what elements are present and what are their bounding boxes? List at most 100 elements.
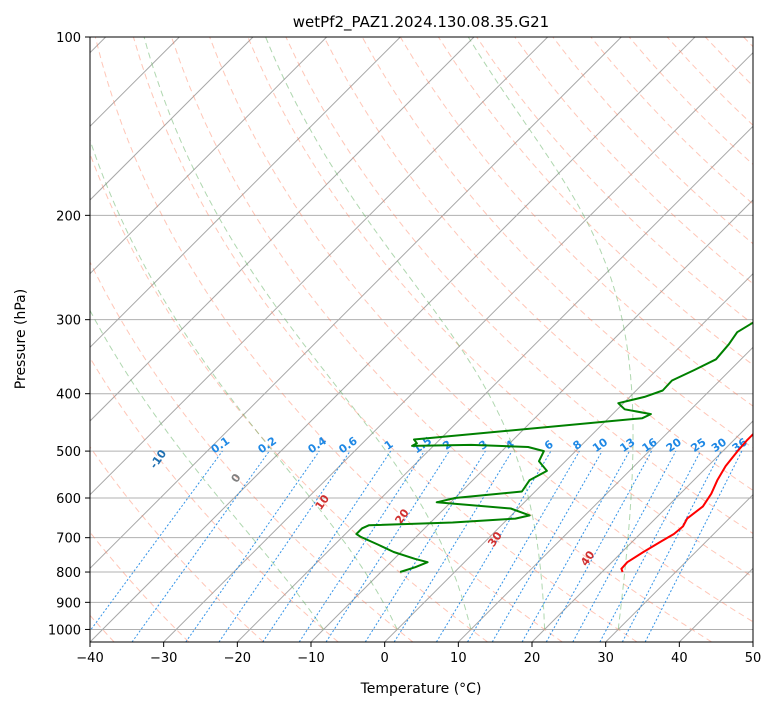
isotherm-line (752, 641, 753, 642)
mixing-ratio-label: 10 (590, 435, 610, 455)
dry-adiabat-label: 40 (578, 548, 598, 568)
moist-adiabat-line (90, 309, 324, 630)
isotherm-line (384, 272, 753, 642)
moist-adiabat-line (265, 37, 546, 630)
mixing-ratio-line (90, 450, 223, 632)
y-tick-label: 200 (56, 209, 81, 224)
y-tick-label: 300 (56, 314, 81, 329)
mixing-ratio-label: 36 (730, 435, 750, 455)
y-tick-label: 100 (56, 31, 81, 46)
dry-adiabat-line (743, 37, 753, 48)
mixing-ratio-line (572, 450, 677, 642)
mixing-ratio-line (521, 450, 630, 642)
mixing-ratio-line (467, 450, 580, 642)
dry-adiabat-line (209, 37, 753, 623)
mixing-ratio-label: 1 (382, 438, 396, 453)
dry-adiabat-line (90, 446, 264, 642)
isotherm-line (90, 37, 254, 201)
x-tick-label: 30 (597, 651, 614, 666)
isotherm-line (90, 37, 475, 422)
mixing-ratio-label: 25 (689, 436, 709, 455)
isotherm-line (90, 37, 696, 642)
isotherm-line (310, 199, 753, 642)
x-tick-label: −30 (150, 651, 177, 666)
y-tick-label: 900 (56, 596, 81, 611)
isotherm-line (163, 51, 753, 642)
series-line-0 (620, 432, 753, 573)
dry-adiabat-label: 10 (313, 492, 333, 512)
dry-adiabat-line (90, 260, 414, 642)
y-tick-label: 1000 (48, 623, 81, 638)
dry-adiabat-line (590, 37, 753, 205)
series-layer (355, 321, 753, 573)
mixing-ratio-line (435, 450, 552, 642)
dry-adiabat-line (514, 37, 753, 285)
y-axis: 100 200 300 400 500 600 700 800 900 1000 (48, 31, 90, 638)
mixing-ratio-line (218, 450, 351, 642)
isotherm-line (236, 125, 753, 642)
dry-adiabat-line (285, 37, 753, 535)
x-tick-label: 40 (671, 651, 688, 666)
dry-adiabat-line (437, 37, 753, 366)
mixing-ratio-label: 30 (709, 435, 729, 455)
mixing-ratio-line (393, 450, 513, 642)
x-tick-label: −20 (224, 651, 251, 666)
series-line-1 (355, 321, 753, 573)
plot-frame (89, 36, 754, 643)
dry-adiabat-line (666, 37, 753, 126)
mixing-ratio-line (644, 450, 743, 642)
isotherm-line (90, 37, 328, 275)
mixing-ratio-label: 0.4 (306, 434, 330, 456)
dry-adiabat-line (90, 152, 488, 642)
x-tick-label: −40 (76, 651, 103, 666)
dry-adiabat-line (132, 37, 638, 642)
dry-adiabat-line (323, 37, 753, 491)
moist-adiabat-line (90, 138, 398, 630)
mixing-ratio-line (491, 450, 603, 642)
mixing-ratio-label: 20 (664, 435, 684, 455)
y-tick-label: 600 (56, 492, 81, 507)
x-axis-label: Temperature (°C) (360, 681, 482, 697)
moist-adiabat-line (467, 37, 634, 630)
mixing-ratio-line (364, 450, 486, 642)
chart-title: wetPf2_PAZ1.2024.130.08.35.G21 (293, 13, 549, 32)
isotherm-line (90, 37, 401, 349)
x-tick-label: 0 (381, 651, 389, 666)
isotherm-line (90, 37, 622, 570)
moist-adiabat-line (143, 37, 472, 630)
isotherm-line (531, 420, 753, 642)
dry-adiabat-line (171, 37, 712, 642)
y-tick-label: 800 (56, 566, 81, 581)
x-axis: −40 −30 −20 −10 0 10 20 30 40 50 (76, 642, 761, 666)
y-tick-label: 700 (56, 532, 81, 547)
y-tick-label: 500 (56, 445, 81, 460)
dry-adiabat-line (704, 37, 753, 87)
mixing-ratio-label: 0.1 (209, 434, 232, 456)
dry-adiabat-line (247, 37, 753, 578)
isotherm-line (90, 37, 549, 496)
dry-adiabat-line (94, 37, 563, 642)
mixing-ratio-label: 8 (571, 438, 585, 453)
background-line-labels: 0.1 0.2 0.4 0.6 1 1.5 2 3 4 6 8 10 13 16 20 25 30 36-1001… (147, 434, 750, 568)
isotherm-line (457, 346, 753, 642)
mixing-ratio-label: 0.6 (336, 434, 360, 456)
isotherm-line (605, 493, 753, 642)
dry-adiabat-line (476, 37, 753, 325)
dry-adiabat-line (90, 356, 339, 642)
mixing-ratio-line (599, 450, 701, 642)
isotherm-line (678, 567, 753, 642)
mixing-ratio-line (262, 450, 392, 642)
mixing-ratio-label: 16 (640, 435, 660, 455)
y-tick-label: 400 (56, 388, 81, 403)
mixing-ratio-line (325, 450, 450, 642)
mixing-ratio-line (545, 450, 653, 642)
x-tick-label: 20 (524, 651, 541, 666)
mixing-ratio-line (131, 450, 270, 642)
x-tick-label: −10 (297, 651, 324, 666)
background-lines (90, 37, 753, 642)
x-tick-label: 10 (450, 651, 467, 666)
mixing-ratio-line (185, 450, 320, 642)
y-axis-label: Pressure (hPa) (13, 289, 29, 389)
x-tick-label: 50 (745, 651, 762, 666)
